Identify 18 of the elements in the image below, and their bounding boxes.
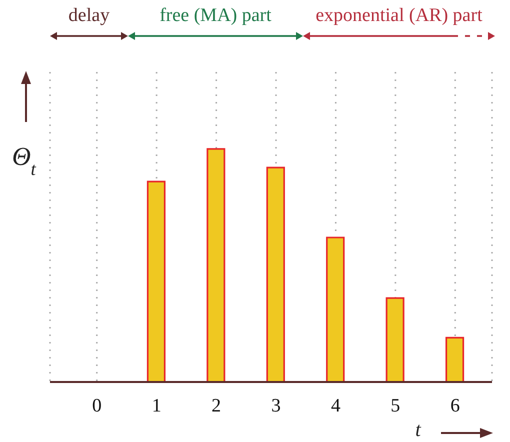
text: exponential (AR) part bbox=[316, 5, 484, 26]
x-axis-title: t bbox=[415, 419, 422, 441]
x-tick-label: 5 bbox=[390, 395, 400, 416]
y-axis-title: Θ$_{t}$ bbox=[12, 142, 37, 179]
x-tick-label: 0 bbox=[92, 395, 102, 416]
bar bbox=[146, 180, 166, 382]
x-tick-label: 4 bbox=[330, 395, 341, 416]
x-tick-label: 2 bbox=[212, 395, 222, 416]
text: delay bbox=[68, 5, 110, 26]
x-tick-label: 3 bbox=[271, 395, 281, 416]
bar bbox=[206, 148, 226, 382]
bar bbox=[326, 236, 345, 382]
bar bbox=[445, 336, 464, 382]
bar bbox=[386, 297, 404, 382]
x-tick-label: 1 bbox=[152, 395, 162, 416]
x-tick-label: 6 bbox=[450, 395, 460, 416]
text: free (MA) part bbox=[160, 5, 272, 26]
bar bbox=[266, 166, 285, 382]
